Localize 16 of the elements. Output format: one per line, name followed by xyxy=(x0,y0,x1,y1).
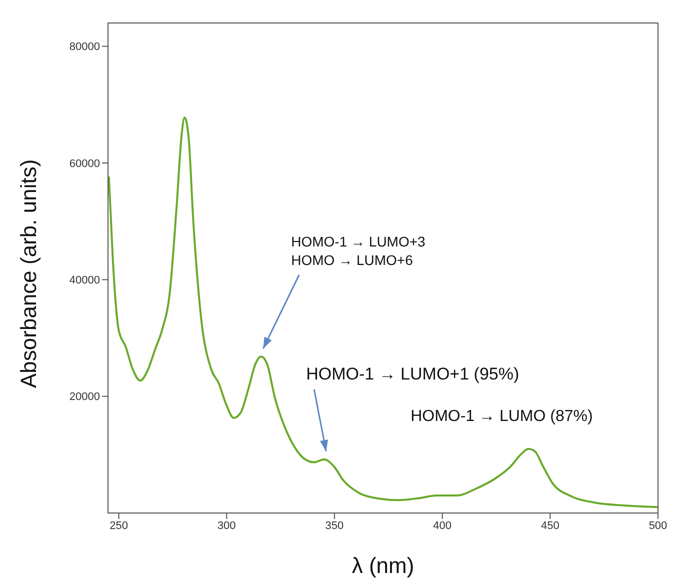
annotation: HOMO-1 → LUMO+3 HOMO → LUMO+6 xyxy=(291,234,426,268)
x-axis-title: λ (nm) xyxy=(352,553,414,578)
x-tick-label: 500 xyxy=(648,520,668,532)
annotation: HOMO-1 → LUMO (87%) xyxy=(410,408,593,425)
x-tick-label: 300 xyxy=(217,520,236,532)
y-tick-label: 20000 xyxy=(69,391,100,404)
y-axis-title: Absorbance (arb. units) xyxy=(16,159,41,388)
x-tick-label: 400 xyxy=(433,520,452,532)
x-tick-label: 250 xyxy=(110,520,128,532)
x-tick-label: 350 xyxy=(325,520,344,532)
y-tick-label: 80000 xyxy=(69,41,100,54)
y-tick-label: 40000 xyxy=(69,274,100,287)
line-series xyxy=(108,116,658,508)
annotation: HOMO-1 → LUMO+1 (95%) xyxy=(306,364,520,384)
x-tick-label: 450 xyxy=(540,520,560,532)
y-tick-label: 60000 xyxy=(69,158,100,170)
